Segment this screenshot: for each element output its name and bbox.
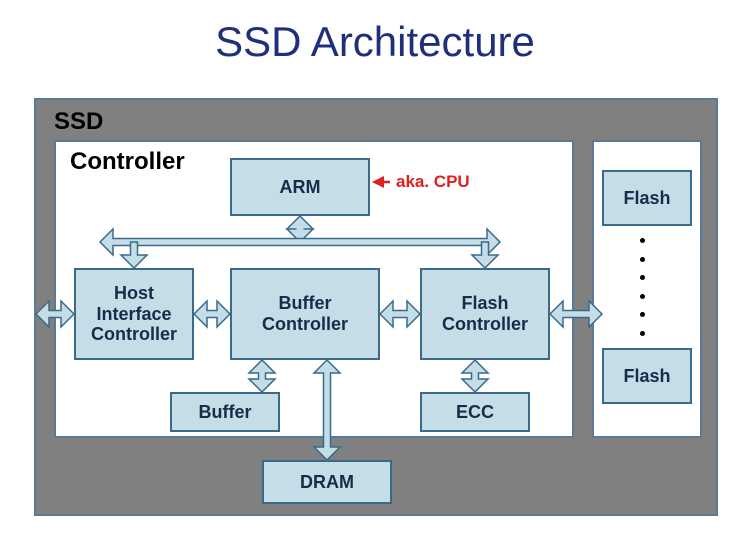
flash-ellipsis-dots [640,238,645,336]
node-buffer: Buffer [170,392,280,432]
node-dram: DRAM [262,460,392,504]
cpu-annotation: aka. CPU [396,172,470,192]
node-flash-bot: Flash [602,348,692,404]
page-title: SSD Architecture [0,18,750,66]
title-text: SSD Architecture [215,18,535,65]
node-flash-top: Flash [602,170,692,226]
node-arm: ARM [230,158,370,216]
ssd-label: SSD [54,108,103,136]
node-flash-controller: Flash Controller [420,268,550,360]
node-buffer-controller: Buffer Controller [230,268,380,360]
node-host-interface: Host Interface Controller [74,268,194,360]
controller-label: Controller [70,148,185,176]
node-ecc: ECC [420,392,530,432]
